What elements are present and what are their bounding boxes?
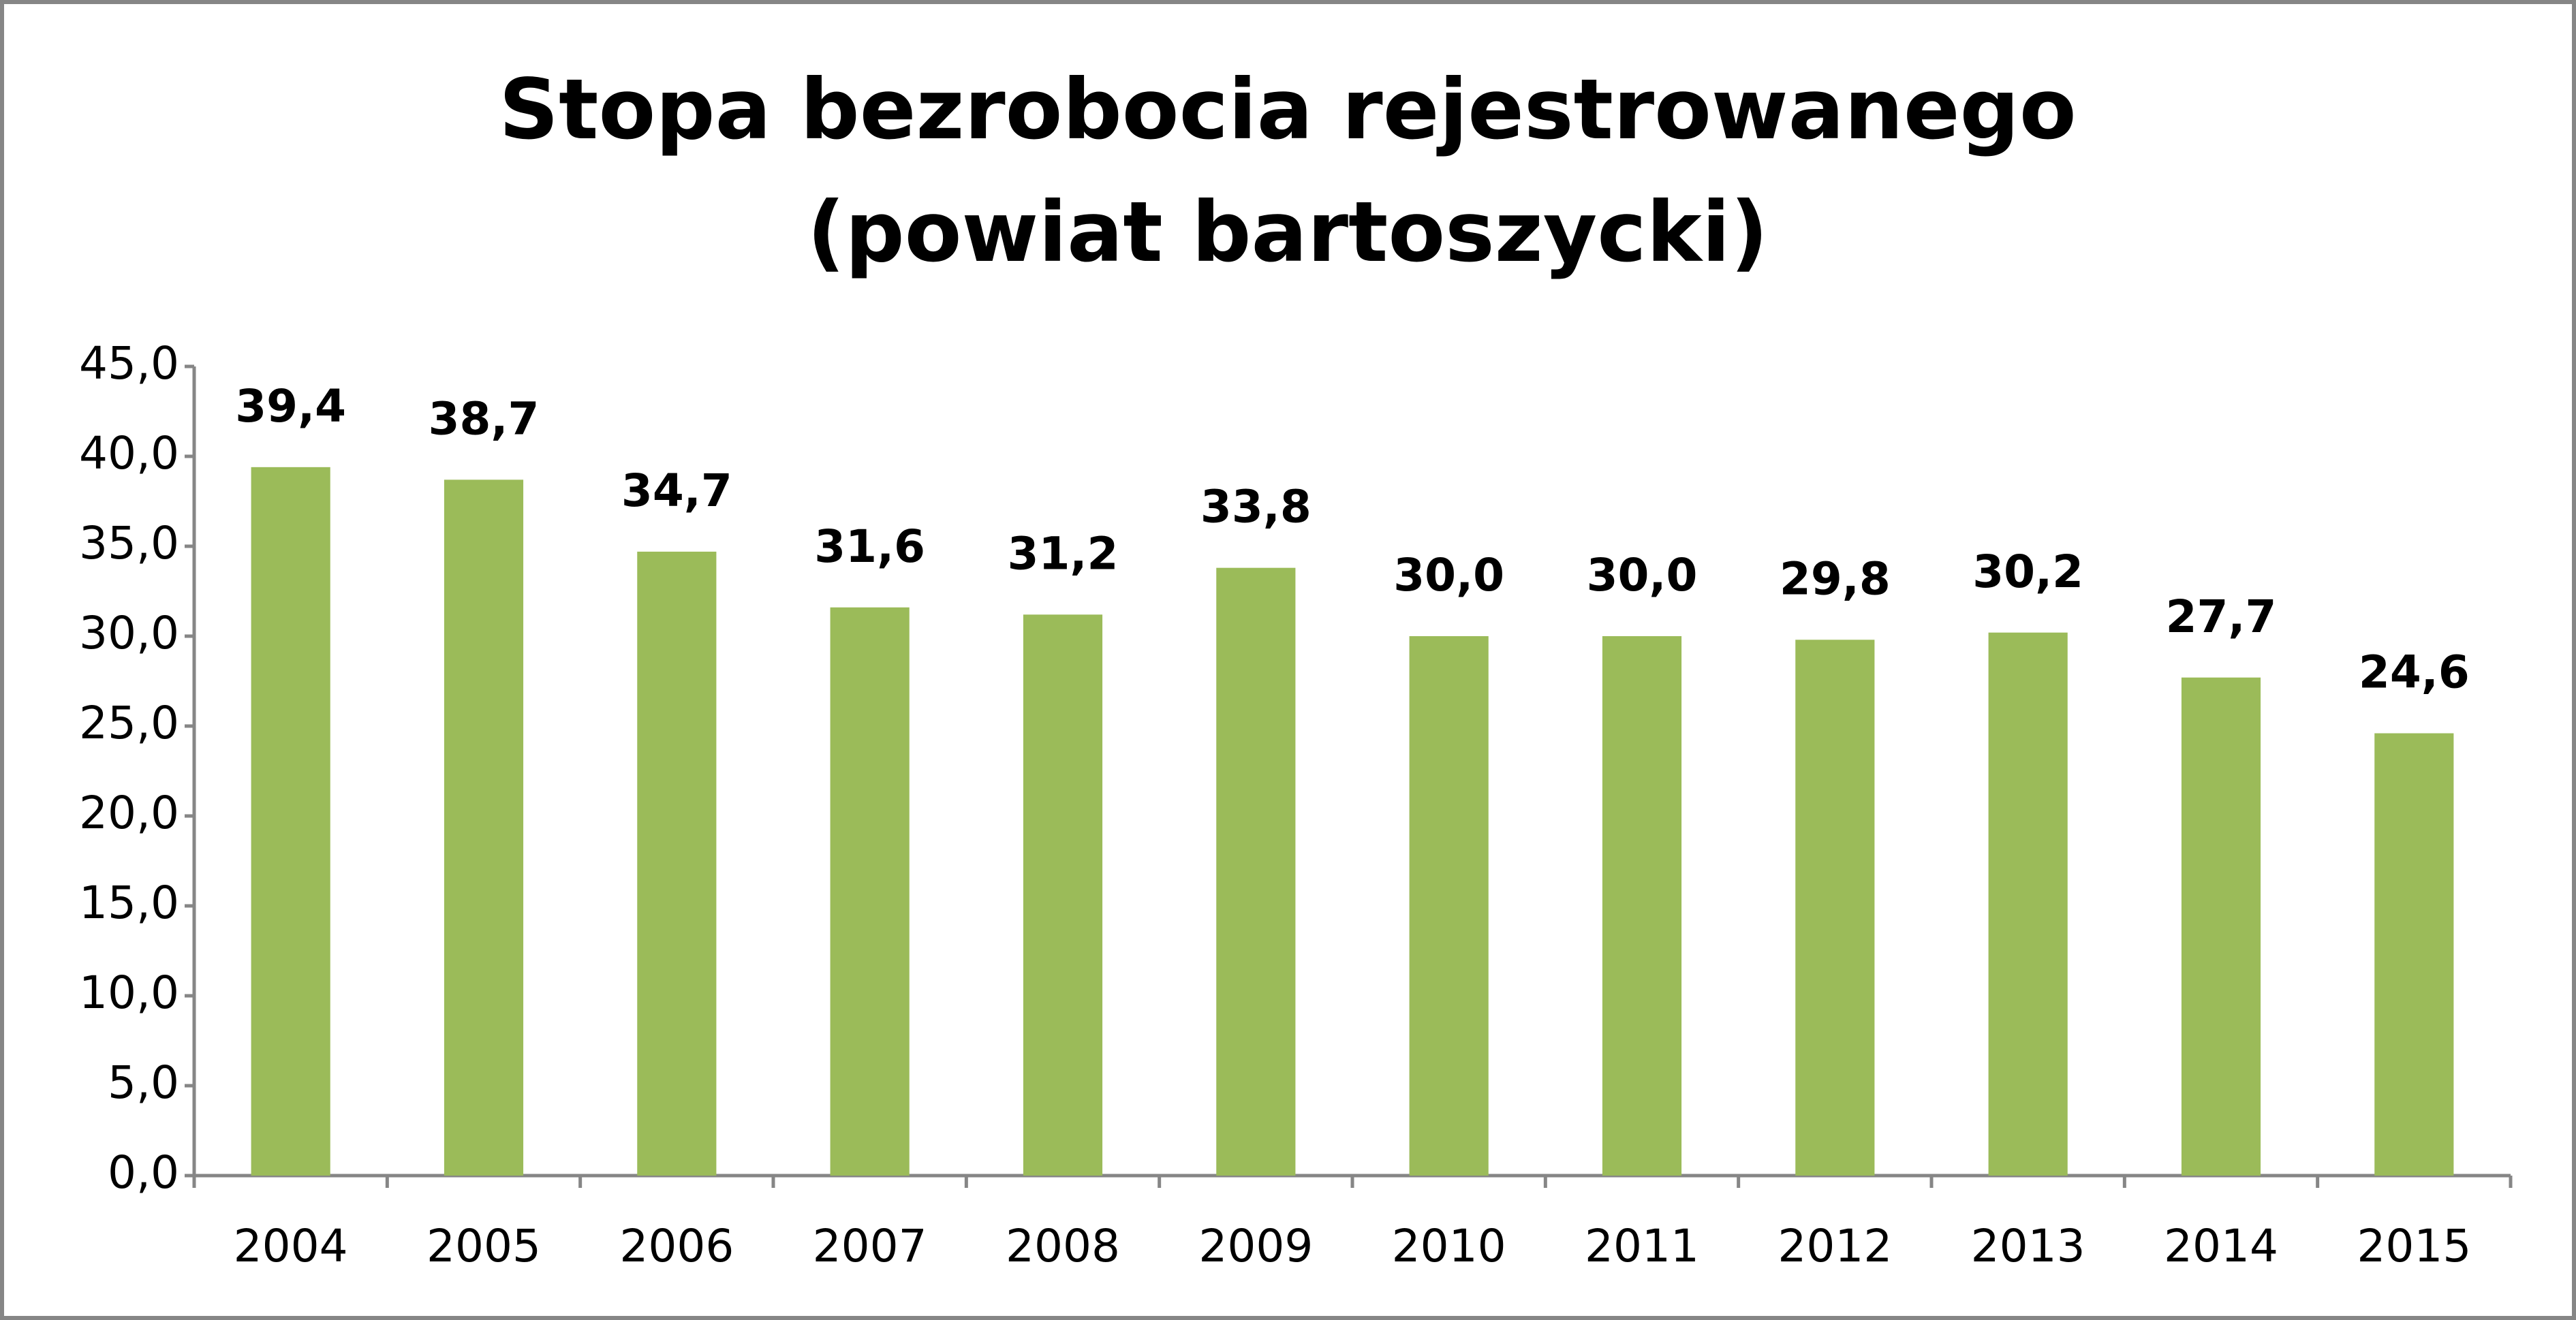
y-tick-label: 0,0 [108, 1146, 179, 1199]
x-tick-label: 2006 [619, 1220, 734, 1272]
bar [1602, 636, 1682, 1176]
x-tick-label: 2004 [234, 1220, 348, 1272]
bar [444, 480, 524, 1176]
value-label: 31,6 [814, 520, 925, 573]
x-tick-label: 2010 [1392, 1220, 1506, 1272]
value-label: 30,0 [1393, 549, 1504, 601]
bar [2374, 733, 2454, 1176]
value-label: 38,7 [429, 392, 540, 445]
bar [1795, 640, 1875, 1176]
x-tick-label: 2015 [2357, 1220, 2471, 1272]
value-label: 30,0 [1587, 549, 1698, 601]
chart-title: Stopa bezrobocia rejestrowanego [499, 61, 2076, 158]
value-label: 27,7 [2166, 591, 2277, 643]
y-tick-label: 45,0 [79, 337, 179, 390]
value-label: 29,8 [1780, 552, 1891, 605]
y-tick-label: 10,0 [79, 967, 179, 1019]
bar [830, 607, 910, 1176]
y-tick-label: 30,0 [79, 607, 179, 659]
value-label: 39,4 [235, 380, 346, 433]
bar [1216, 567, 1296, 1176]
x-tick-label: 2011 [1585, 1220, 1699, 1272]
y-tick-label: 25,0 [79, 697, 179, 749]
x-tick-label: 2009 [1198, 1220, 1313, 1272]
bar [1409, 636, 1489, 1176]
x-tick-label: 2012 [1778, 1220, 1892, 1272]
x-tick-label: 2008 [1006, 1220, 1120, 1272]
x-tick-label: 2013 [1971, 1220, 2085, 1272]
chart-title: (powiat bartoszycki) [807, 184, 1769, 281]
bar [2181, 677, 2261, 1176]
value-label: 33,8 [1200, 481, 1312, 533]
bar [251, 467, 330, 1176]
x-tick-label: 2014 [2164, 1220, 2278, 1272]
bar [637, 551, 717, 1176]
y-tick-label: 20,0 [79, 787, 179, 839]
x-tick-label: 2007 [813, 1220, 927, 1272]
bar [1023, 614, 1103, 1176]
x-tick-label: 2005 [426, 1220, 541, 1272]
value-label: 31,2 [1008, 527, 1119, 580]
value-label: 34,7 [621, 465, 732, 517]
bar [1988, 632, 2068, 1176]
y-tick-label: 35,0 [79, 517, 179, 569]
value-label: 24,6 [2359, 646, 2470, 699]
y-tick-label: 40,0 [79, 427, 179, 480]
value-label: 30,2 [1972, 546, 2083, 598]
y-tick-label: 5,0 [108, 1056, 179, 1109]
y-tick-label: 15,0 [79, 877, 179, 929]
